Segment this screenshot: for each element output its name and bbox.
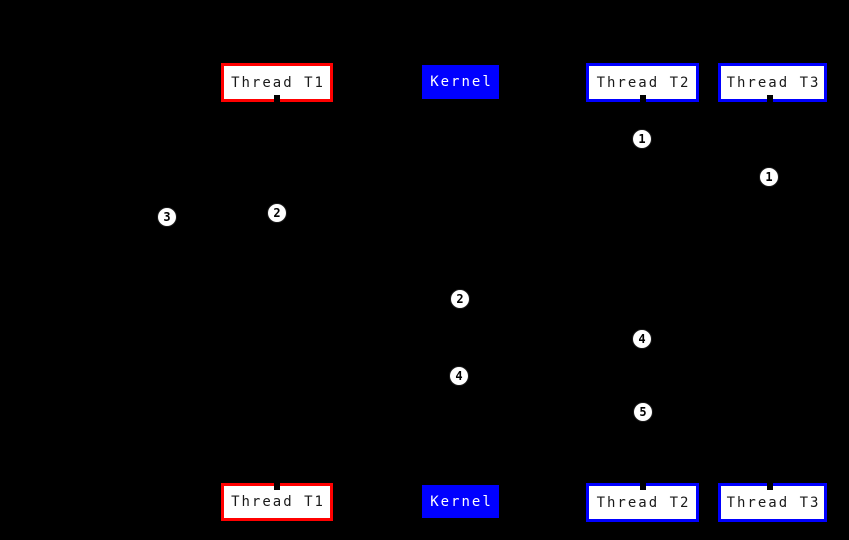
lifeline-notch bbox=[766, 95, 773, 103]
actor-label-kernel: Kernel bbox=[430, 493, 493, 510]
sequence-marker-step-3-left: 3 bbox=[157, 207, 177, 227]
actor-box-thread-t2-bottom: Thread T2 bbox=[586, 482, 699, 522]
lifeline-notch bbox=[639, 482, 646, 490]
sequence-marker-step-1-t3: 1 bbox=[759, 167, 779, 187]
actor-box-kernel-top: Kernel bbox=[422, 65, 499, 99]
actor-label-thread-t3: Thread T3 bbox=[726, 494, 821, 511]
actor-label-thread-t3: Thread T3 bbox=[726, 74, 821, 91]
actor-box-thread-t3-top: Thread T3 bbox=[718, 63, 827, 103]
actor-label-kernel: Kernel bbox=[430, 74, 493, 90]
sequence-marker-step-4-kernel: 4 bbox=[449, 366, 469, 386]
sequence-marker-step-4-t2: 4 bbox=[632, 329, 652, 349]
actor-label-thread-t2: Thread T2 bbox=[596, 494, 691, 511]
lifeline-notch bbox=[274, 482, 280, 490]
actor-label-thread-t2: Thread T2 bbox=[596, 74, 691, 91]
sequence-marker-step-5-t2: 5 bbox=[633, 402, 653, 422]
actor-box-thread-t1-bottom: Thread T1 bbox=[221, 482, 333, 521]
actor-box-thread-t2-top: Thread T2 bbox=[586, 63, 699, 103]
actor-box-kernel-bottom: Kernel bbox=[422, 485, 499, 518]
sequence-marker-step-2-kernel: 2 bbox=[450, 289, 470, 309]
sequence-marker-step-1-t2: 1 bbox=[632, 129, 652, 149]
sequence-marker-step-2-t1: 2 bbox=[267, 203, 287, 223]
actor-box-thread-t1-top: Thread T1 bbox=[221, 63, 333, 103]
actor-box-thread-t3-bottom: Thread T3 bbox=[718, 482, 827, 522]
lifeline-notch bbox=[274, 95, 280, 103]
lifeline-notch bbox=[639, 95, 646, 103]
lifeline-notch bbox=[766, 482, 773, 490]
actor-label-thread-t1: Thread T1 bbox=[231, 494, 325, 510]
actor-label-thread-t1: Thread T1 bbox=[231, 74, 325, 91]
